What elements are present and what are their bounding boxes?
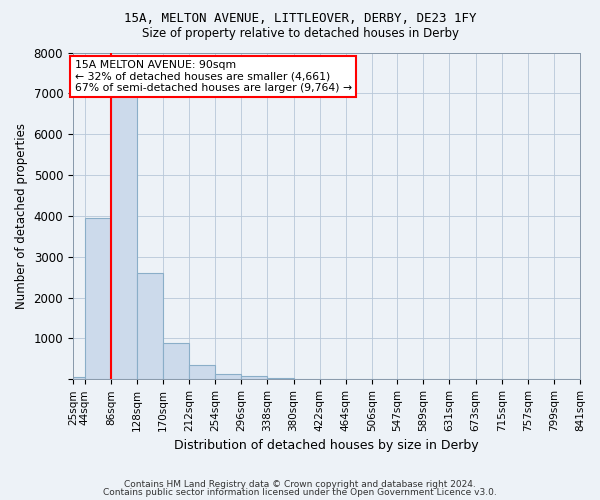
Bar <box>189 366 215 380</box>
Bar <box>268 378 293 380</box>
Bar <box>111 73 137 380</box>
Bar <box>215 374 241 380</box>
Text: 15A, MELTON AVENUE, LITTLEOVER, DERBY, DE23 1FY: 15A, MELTON AVENUE, LITTLEOVER, DERBY, D… <box>124 12 476 26</box>
Bar <box>137 273 163 380</box>
Text: 15A MELTON AVENUE: 90sqm
← 32% of detached houses are smaller (4,661)
67% of sem: 15A MELTON AVENUE: 90sqm ← 32% of detach… <box>75 60 352 93</box>
Bar <box>73 378 85 380</box>
X-axis label: Distribution of detached houses by size in Derby: Distribution of detached houses by size … <box>174 440 479 452</box>
Bar <box>163 344 189 380</box>
Text: Contains HM Land Registry data © Crown copyright and database right 2024.: Contains HM Land Registry data © Crown c… <box>124 480 476 489</box>
Bar <box>241 376 268 380</box>
Bar <box>85 218 111 380</box>
Text: Size of property relative to detached houses in Derby: Size of property relative to detached ho… <box>142 28 458 40</box>
Y-axis label: Number of detached properties: Number of detached properties <box>15 123 28 309</box>
Text: Contains public sector information licensed under the Open Government Licence v3: Contains public sector information licen… <box>103 488 497 497</box>
